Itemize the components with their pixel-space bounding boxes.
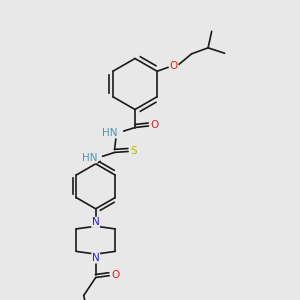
- Text: O: O: [111, 270, 119, 280]
- Text: O: O: [169, 61, 178, 71]
- Text: N: N: [92, 253, 100, 263]
- Text: HN: HN: [102, 128, 118, 138]
- Text: N: N: [92, 217, 100, 227]
- Text: HN: HN: [82, 153, 97, 163]
- Text: S: S: [131, 146, 137, 156]
- Text: O: O: [150, 120, 159, 130]
